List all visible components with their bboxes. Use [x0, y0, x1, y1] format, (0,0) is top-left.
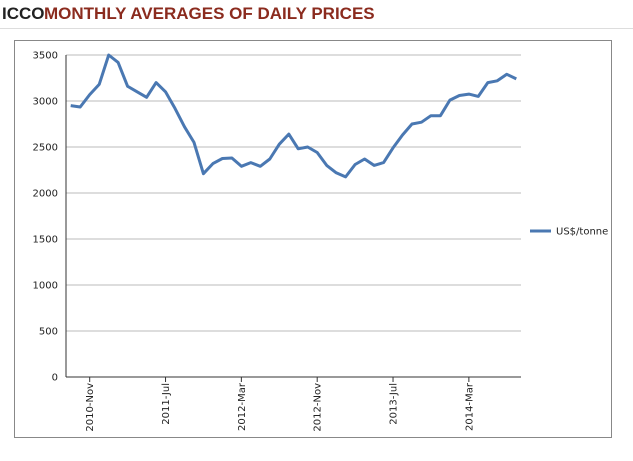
x-tick-label: 2014-Mar	[464, 382, 475, 431]
x-tick-label: 2012-Mar	[237, 382, 248, 431]
x-tick-label: 2013-Jul	[389, 383, 400, 425]
y-tick-label: 1500	[33, 235, 58, 246]
page-title: MONTHLY AVERAGES OF DAILY PRICES	[44, 4, 375, 23]
series-line	[70, 53, 517, 179]
plot: 0 500 1000 1500 2000 2500 3000 3500 2010-Nov 2011…	[33, 51, 609, 432]
x-tick-label: 2010-Nov	[85, 383, 96, 432]
y-tick-label: 500	[39, 327, 58, 338]
y-tick-label: 3000	[33, 97, 58, 108]
y-tick-label: 0	[52, 373, 58, 384]
y-tick-label: 2500	[33, 143, 58, 154]
y-tick-label: 2000	[33, 189, 58, 200]
x-tick-label: 2011-Jul	[161, 383, 172, 425]
y-tick-label: 1000	[33, 281, 58, 292]
y-tick-label: 3500	[33, 51, 58, 62]
x-tick-label: 2012-Nov	[313, 383, 324, 432]
brand: ICCO	[2, 4, 45, 23]
legend-label: US$/tonne	[556, 227, 608, 238]
